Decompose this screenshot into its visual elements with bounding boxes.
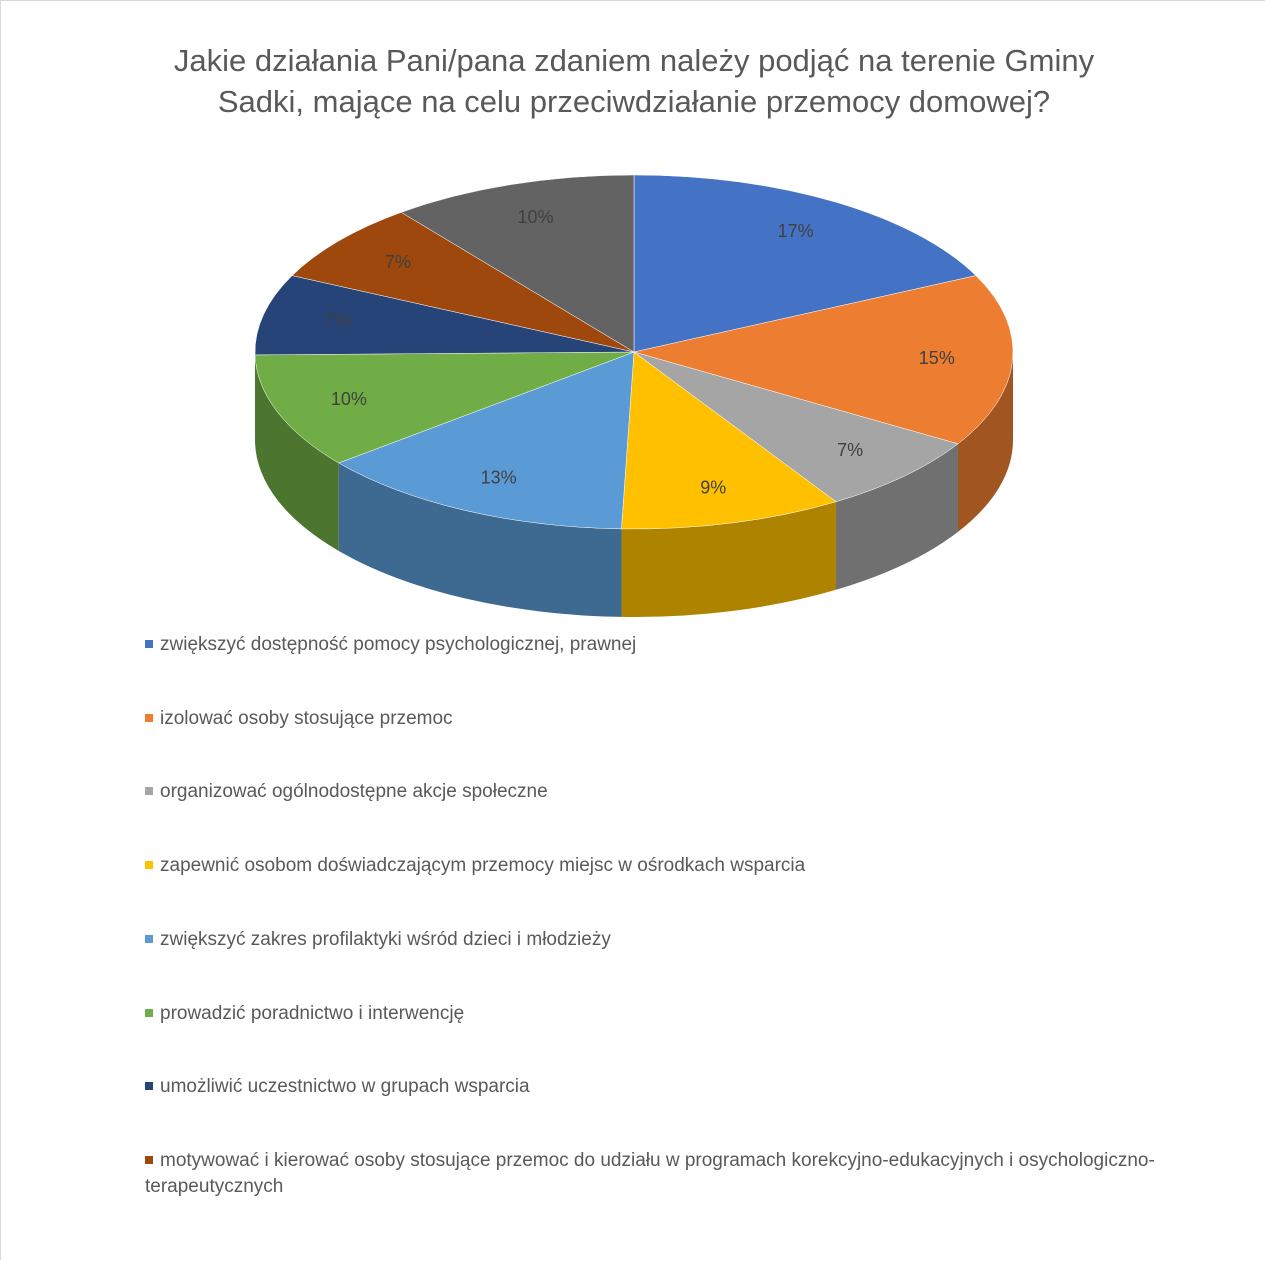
slice-side	[957, 352, 1013, 532]
slice-side	[836, 443, 958, 590]
legend-item: zapewnić osobom doświadczającym przemocy…	[145, 853, 1175, 879]
slice-side	[338, 463, 622, 617]
legend-item: organizować ogólnodostępne akcje społecz…	[145, 779, 1175, 805]
legend-item: zwiększyć dostępność pomocy psychologicz…	[145, 632, 1175, 658]
slice	[291, 212, 635, 353]
data-label: 13%	[481, 467, 517, 487]
legend-swatch	[145, 713, 153, 722]
legend-swatch	[145, 861, 153, 870]
slice-side	[621, 501, 837, 617]
slice-top	[400, 174, 635, 353]
pie-area: 17% 15% 7% 9% 13% 10% 7% 7% 10%	[254, 174, 1014, 617]
data-label: 7%	[325, 311, 351, 331]
legend-swatch	[145, 934, 153, 943]
slice	[621, 351, 837, 617]
legend-swatch	[145, 787, 153, 796]
legend-item: izolować osoby stosujące przemoc	[145, 706, 1175, 732]
legend-label: zapewnić osobom doświadczającym przemocy…	[160, 855, 806, 877]
legend-swatch	[145, 1008, 153, 1017]
legend-item: motywować i kierować osoby stosujące prz…	[145, 1148, 1175, 1200]
legend-label: organizować ogólnodostępne akcje społecz…	[160, 781, 548, 803]
data-label: 7%	[837, 440, 863, 460]
slice	[633, 174, 977, 353]
legend-label: zwiększyć dostępność pomocy psychologicz…	[160, 634, 637, 655]
legend-label: zwiększyć zakres profilaktyki wśród dzie…	[160, 928, 611, 950]
legend-label: prowadzić poradnictwo i interwencję	[160, 1002, 465, 1024]
legend-item: prowadzić poradnictwo i interwencję	[145, 1001, 1175, 1027]
slice-top	[633, 275, 1014, 445]
slice-top	[633, 174, 977, 353]
legend-label: umożliwić uczestnictwo w grupach wsparci…	[160, 1076, 530, 1098]
data-label: 17%	[778, 221, 814, 241]
slice	[254, 275, 635, 443]
chart-title: Jakie działania Pani/pana zdaniem należy…	[173, 43, 1095, 119]
data-label: 10%	[518, 207, 554, 227]
slice-top	[254, 275, 635, 356]
slice	[633, 275, 1014, 532]
slice-side	[255, 354, 339, 552]
legend-item: umożliwić uczestnictwo w grupach wsparci…	[145, 1074, 1175, 1100]
legend-label: motywować i kierować osoby stosujące prz…	[145, 1149, 1155, 1197]
slice	[400, 174, 635, 353]
legend-swatch	[145, 1155, 153, 1164]
data-label: 10%	[331, 389, 367, 409]
data-label: 15%	[919, 348, 955, 368]
slice-top	[254, 351, 635, 464]
data-label: 7%	[385, 252, 411, 272]
legend-label: izolować osoby stosujące przemoc	[160, 707, 453, 729]
legend-item: zwiększyć zakres profilaktyki wśród dzie…	[145, 927, 1175, 953]
slice-top	[291, 212, 635, 353]
slice-top	[621, 351, 837, 530]
legend-swatch	[145, 1082, 153, 1091]
slice	[338, 351, 635, 617]
legend-swatch	[145, 640, 153, 648]
data-label: 9%	[700, 477, 726, 497]
slice	[633, 351, 959, 590]
slice-top	[633, 351, 959, 503]
slice	[254, 351, 635, 552]
slice-top	[338, 351, 635, 530]
